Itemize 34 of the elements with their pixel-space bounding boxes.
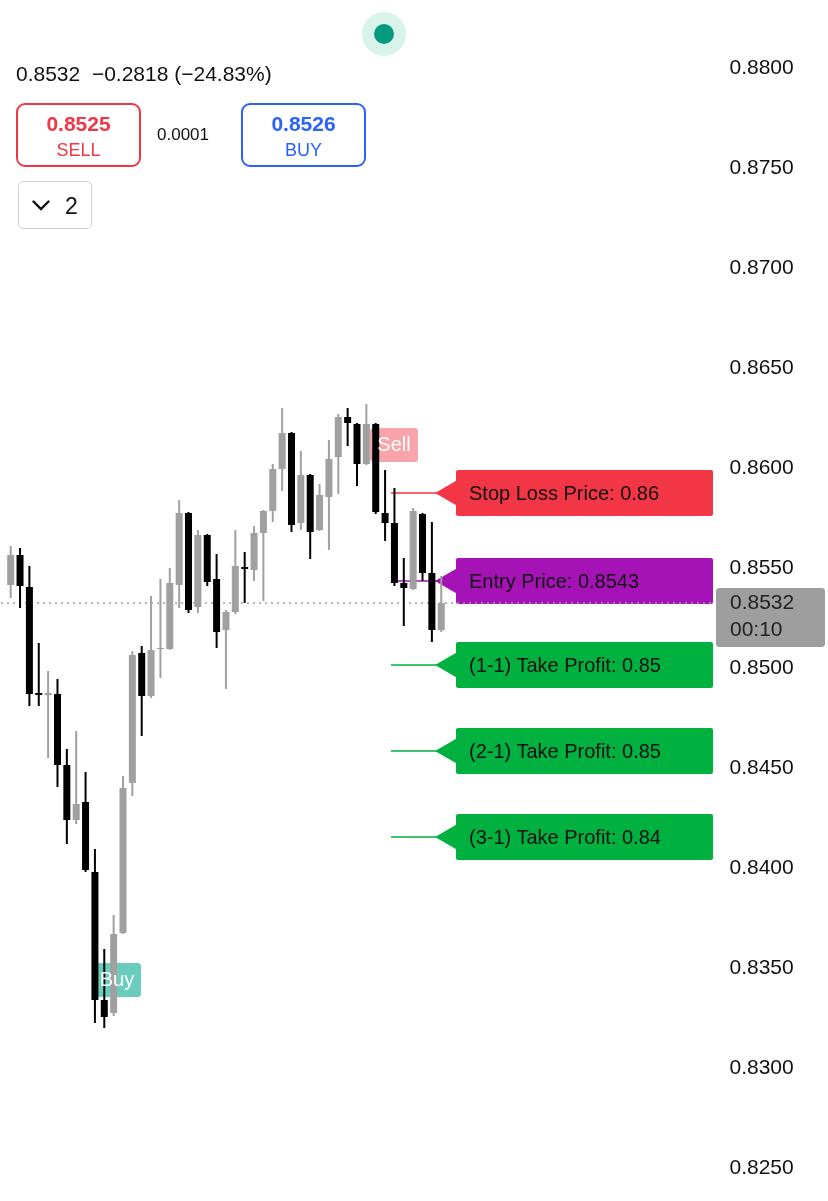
candlestick	[259, 510, 267, 601]
annotation: 2	[65, 193, 78, 220]
candlestick	[35, 643, 43, 706]
ref-line-label: Entry Price: 0.8543	[469, 570, 640, 592]
y-tick-label: 0.8700	[729, 254, 794, 278]
annotation: 0.8525	[45, 112, 112, 136]
y-tick-label: 0.8600	[729, 454, 794, 478]
candlestick	[72, 731, 80, 824]
annotation: SELL	[55, 140, 102, 161]
ref-line-label: 0.8532 00:10	[730, 590, 795, 640]
y-tick-label: 0.8350	[729, 954, 794, 978]
candlestick	[44, 671, 52, 758]
annotation: 0.0001	[157, 125, 209, 145]
annotation: BUY	[284, 140, 323, 161]
y-tick-label: 0.8500	[729, 654, 794, 678]
candlestick	[381, 470, 389, 541]
y-tick-label: 0.8750	[729, 154, 794, 178]
candlestick	[400, 558, 408, 626]
ref-line-label: (2-1) Take Profit: 0.85	[469, 740, 661, 762]
annotation: 0.8526	[270, 112, 337, 136]
y-tick-label: 0.8800	[729, 54, 794, 78]
ref-line-label: Stop Loss Price: 0.86	[469, 482, 660, 504]
y-tick-label: 0.8650	[729, 354, 794, 378]
y-tick-label: 0.8450	[729, 754, 794, 778]
candlestick	[222, 610, 230, 689]
y-tick-label: 0.8550	[729, 554, 794, 578]
text: 0.8532 −0.2818 (−24.83%)	[16, 62, 272, 86]
candlestick	[344, 408, 352, 446]
candlestick	[241, 552, 249, 603]
ref-line-label: (3-1) Take Profit: 0.84	[469, 826, 661, 848]
y-tick-label: 0.8300	[729, 1054, 794, 1078]
y-tick-label: 0.8250	[729, 1154, 794, 1178]
y-tick-label: 0.8400	[729, 854, 794, 878]
ref-line-label: (1-1) Take Profit: 0.85	[469, 654, 661, 676]
